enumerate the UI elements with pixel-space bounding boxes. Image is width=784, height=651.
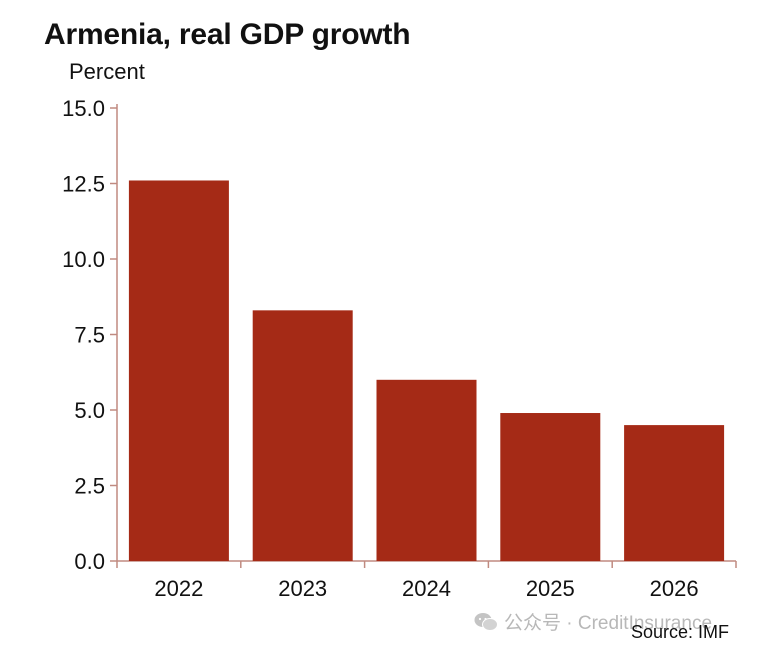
x-axis: 2022 2023 2024 2025 2026 [116,560,737,601]
y-tick-label: 7.5 [74,323,105,348]
bars [128,180,725,562]
x-tick-label: 2025 [526,576,575,601]
y-tick-label: 5.0 [74,398,105,423]
y-tick-label: 10.0 [62,247,105,272]
wechat-icon [474,612,498,631]
x-tick-label: 2022 [154,576,203,601]
x-tick-label: 2026 [650,576,699,601]
bar-2025 [500,413,601,561]
y-axis: 0.0 2.5 5.0 7.5 10.0 12.5 15.0 [62,96,118,574]
y-tick-label: 0.0 [74,549,105,574]
bar-2023 [252,310,353,561]
chart-title: Armenia, real GDP growth [44,18,411,51]
bar-2022 [128,180,229,562]
x-tick-label: 2023 [278,576,327,601]
bar-2024 [376,379,477,561]
source-note: Source: IMF [631,622,730,642]
x-tick-label: 2024 [402,576,451,601]
y-axis-unit-label: Percent [69,59,145,84]
watermark: 公众号 · CreditInsurance [474,608,712,635]
y-tick-label: 2.5 [74,474,105,499]
y-tick-label: 12.5 [62,172,105,197]
y-tick-label: 15.0 [62,96,105,121]
watermark-text: 公众号 · CreditInsurance [504,613,713,634]
bar-2026 [624,425,725,561]
